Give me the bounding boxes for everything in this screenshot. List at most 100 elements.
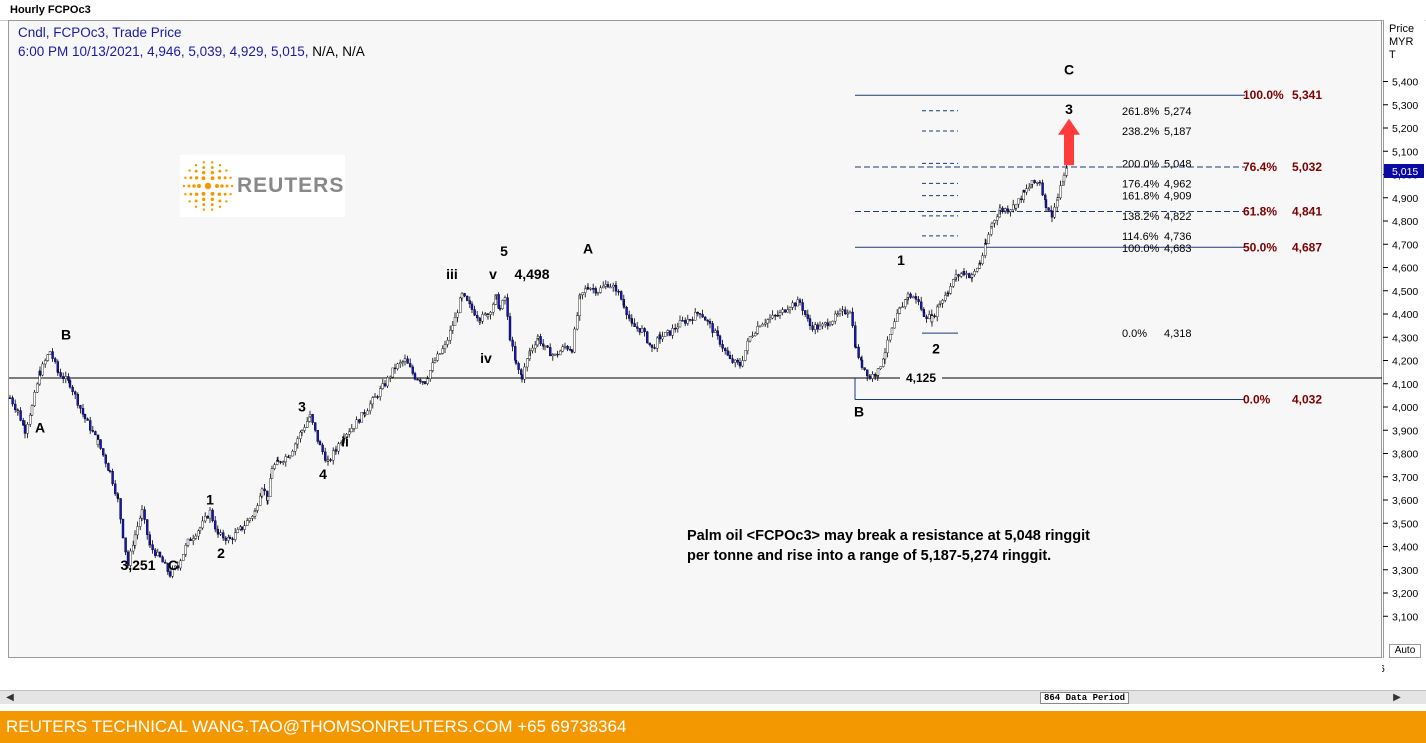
y-tick-label: 3,900 bbox=[1392, 425, 1418, 437]
logo-dot bbox=[229, 193, 232, 196]
candle-body bbox=[1001, 207, 1004, 212]
candle-body bbox=[821, 323, 824, 327]
candle-body bbox=[633, 323, 636, 327]
fib-extension-pct: 200.0% bbox=[1122, 158, 1160, 170]
wave-label: 4 bbox=[319, 466, 327, 482]
candle-body bbox=[224, 537, 228, 541]
candle-body bbox=[768, 317, 772, 320]
logo-dot bbox=[201, 191, 206, 196]
time-axis[interactable] bbox=[8, 658, 1382, 690]
auto-scale-button[interactable]: Auto bbox=[1389, 644, 1421, 658]
candle-body bbox=[1025, 188, 1028, 193]
candle-body bbox=[449, 330, 452, 341]
candle-body bbox=[965, 273, 968, 275]
logo-dot bbox=[210, 166, 214, 169]
candle-body bbox=[121, 518, 125, 538]
candle-body bbox=[311, 414, 314, 423]
candle-body bbox=[284, 456, 287, 463]
fib-extension-pct: 114.6% bbox=[1122, 231, 1159, 243]
candle-body bbox=[890, 327, 894, 335]
price-axis[interactable] bbox=[1383, 20, 1425, 658]
candle-body bbox=[11, 397, 14, 405]
candle-body bbox=[584, 288, 587, 293]
candle-body bbox=[517, 363, 520, 370]
wave-label: 3 bbox=[298, 399, 306, 415]
candle-body bbox=[332, 450, 335, 461]
candle-body bbox=[970, 274, 974, 278]
candle-body bbox=[589, 288, 592, 290]
candle-body bbox=[406, 358, 409, 364]
candle-body bbox=[329, 459, 332, 461]
candle-body bbox=[498, 308, 502, 310]
candle-body bbox=[492, 304, 495, 313]
logo-dot bbox=[210, 208, 214, 211]
candle-body bbox=[240, 526, 244, 530]
candle-body bbox=[269, 478, 272, 497]
candle-body bbox=[978, 262, 982, 265]
candle-body bbox=[228, 537, 232, 539]
y-tick-label: 4,600 bbox=[1392, 263, 1418, 275]
candle-body bbox=[536, 336, 540, 339]
candle-body bbox=[260, 488, 264, 497]
candle-body bbox=[596, 292, 600, 294]
candle-body bbox=[300, 430, 304, 433]
candle-body bbox=[694, 311, 697, 321]
horizontal-scrollbar[interactable]: ◀ 864 Data Period ▶ bbox=[0, 690, 1426, 704]
candle-body bbox=[423, 381, 427, 384]
candle-body bbox=[355, 419, 358, 429]
scroll-left-icon[interactable]: ◀ bbox=[6, 692, 14, 703]
candle-body bbox=[1033, 180, 1036, 184]
candle-body bbox=[129, 550, 132, 566]
candle-body bbox=[366, 410, 369, 415]
candle-body bbox=[383, 383, 387, 387]
candle-body bbox=[153, 549, 157, 556]
wave-label: B bbox=[854, 403, 864, 419]
candle-body bbox=[838, 310, 842, 315]
candle-body bbox=[163, 561, 167, 564]
candle-body bbox=[67, 376, 70, 381]
candle-body bbox=[523, 366, 526, 380]
candle-body bbox=[1056, 197, 1060, 201]
candle-body bbox=[684, 320, 687, 324]
candle-body bbox=[628, 314, 631, 319]
candle-body bbox=[886, 339, 889, 353]
candle-body bbox=[459, 297, 462, 314]
candle-body bbox=[171, 568, 174, 577]
candle-body bbox=[949, 285, 952, 294]
candle-body bbox=[409, 363, 412, 368]
candle-body bbox=[599, 287, 602, 293]
candle-body bbox=[439, 353, 442, 355]
candle-body bbox=[734, 359, 737, 363]
wave-label: 1 bbox=[897, 252, 905, 268]
candle-body bbox=[334, 449, 338, 452]
candle-body bbox=[586, 287, 590, 290]
candle-body bbox=[369, 403, 372, 412]
fib-extension-value: 4,909 bbox=[1164, 191, 1192, 203]
candle-body bbox=[549, 347, 552, 357]
logo-dot bbox=[188, 200, 191, 203]
candle-body bbox=[161, 556, 164, 563]
fib-retracement-value: 5,032 bbox=[1292, 160, 1322, 174]
candle-body bbox=[431, 362, 434, 371]
candle-body bbox=[606, 284, 610, 288]
logo-dot bbox=[210, 161, 214, 164]
candle-body bbox=[501, 300, 504, 309]
fib-extension-pct: 261.8% bbox=[1122, 106, 1160, 118]
candle-body bbox=[416, 379, 419, 381]
candle-body bbox=[661, 336, 664, 340]
y-tick-label: 4,100 bbox=[1392, 379, 1418, 391]
candle-body bbox=[211, 509, 214, 521]
candle-body bbox=[468, 300, 471, 305]
y-tick-label: 3,800 bbox=[1392, 449, 1418, 461]
candle-body bbox=[658, 334, 662, 340]
chart-plot-area[interactable] bbox=[8, 20, 1382, 658]
candle-body bbox=[1022, 190, 1026, 193]
scroll-right-icon[interactable]: ▶ bbox=[1393, 692, 1401, 703]
up-arrow-icon bbox=[1058, 118, 1080, 135]
candle-body bbox=[51, 351, 54, 359]
candle-body bbox=[718, 335, 722, 345]
candle-body bbox=[324, 451, 327, 461]
price-axis-title-line: T bbox=[1389, 49, 1396, 61]
candle-body bbox=[303, 427, 306, 431]
candle-body bbox=[56, 371, 60, 373]
